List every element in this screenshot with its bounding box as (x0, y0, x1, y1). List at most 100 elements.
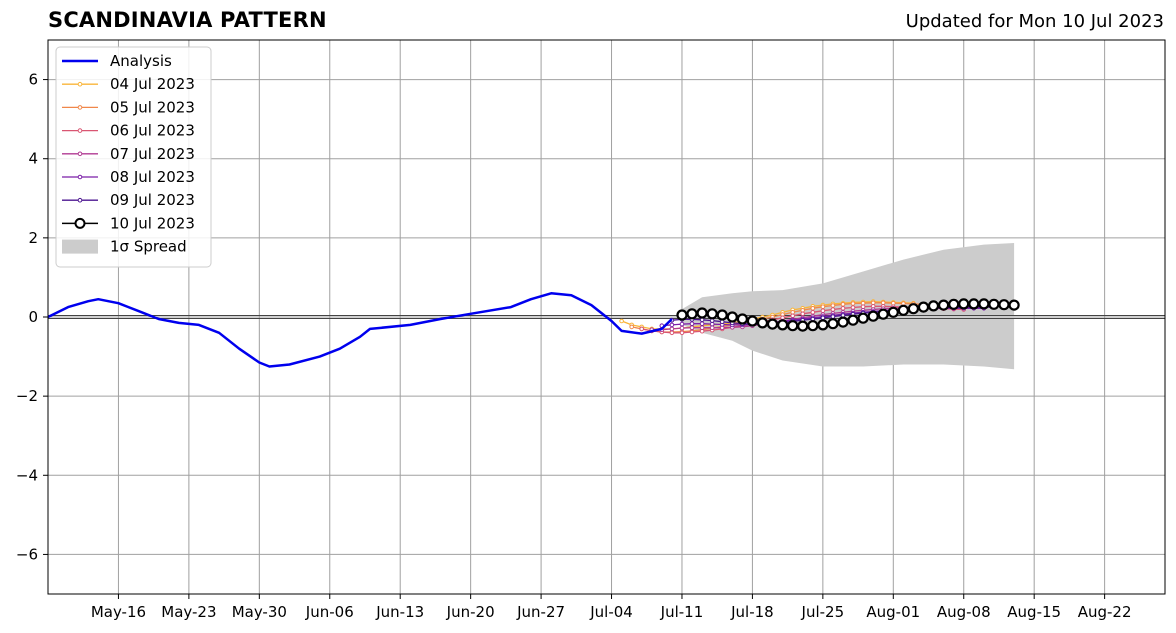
legend-swatch (62, 239, 98, 254)
data-point (820, 304, 826, 310)
chart-subtitle: Updated for Mon 10 Jul 2023 (905, 11, 1164, 32)
data-point (917, 301, 930, 313)
data-point (850, 301, 856, 306)
legend-item: 04 Jul 2023 (62, 75, 195, 93)
legend-label: 06 Jul 2023 (110, 122, 195, 140)
legend-marker (77, 81, 83, 87)
analysis-line (47, 292, 673, 368)
data-point (887, 306, 899, 318)
legend-marker (77, 105, 83, 110)
data-point (830, 303, 836, 308)
data-point (820, 315, 826, 321)
data-point (937, 299, 950, 311)
legend-label: Analysis (110, 52, 172, 70)
data-point (847, 314, 859, 326)
data-point (787, 320, 799, 332)
data-point (810, 306, 816, 311)
data-point (830, 307, 836, 312)
data-point (619, 318, 624, 324)
y-tick-label: −2 (16, 387, 38, 405)
data-point (676, 309, 688, 321)
legend-item: 10 Jul 2023 (62, 214, 195, 232)
legend-marker (77, 128, 83, 133)
legend-item: 06 Jul 2023 (62, 122, 195, 140)
data-point (907, 303, 920, 315)
data-point (699, 321, 705, 327)
legend: Analysis 04 Jul 2023 05 Jul 2023 06 Jul 202… (55, 46, 212, 268)
legend-item: 08 Jul 2023 (62, 168, 195, 186)
x-tick-label: Jun-13 (375, 603, 424, 621)
data-point (790, 313, 796, 319)
x-tick-label: Jun-20 (446, 603, 495, 621)
data-point (716, 309, 728, 321)
data-point (827, 318, 839, 330)
data-point (867, 310, 879, 322)
x-tick-label: Aug-15 (1007, 603, 1061, 621)
legend-marker (74, 217, 86, 229)
data-point (746, 315, 759, 327)
data-point (706, 308, 718, 320)
legend-label: 08 Jul 2023 (110, 168, 195, 186)
y-tick-label: 4 (28, 150, 38, 168)
data-point (988, 298, 1000, 310)
data-point (776, 319, 789, 331)
data-point (736, 313, 749, 325)
x-tick-label: May-16 (91, 603, 146, 621)
data-point (679, 325, 685, 331)
data-point (766, 318, 779, 330)
data-point (679, 321, 685, 327)
data-point (840, 306, 846, 311)
x-tick-label: May-23 (161, 603, 216, 621)
legend-item: Analysis (62, 52, 172, 70)
y-tick-label: 0 (28, 308, 38, 326)
data-point (807, 320, 819, 332)
legend-item: 05 Jul 2023 (62, 98, 195, 116)
data-point (679, 330, 685, 336)
legend-item: 09 Jul 2023 (62, 191, 195, 209)
legend-marker (77, 174, 83, 180)
legend-marker (77, 197, 83, 203)
x-tick-label: Jul-04 (589, 603, 633, 621)
legend-label: 04 Jul 2023 (110, 75, 195, 93)
x-tick-label: Aug-22 (1078, 603, 1132, 621)
data-point (1008, 299, 1020, 311)
data-point (629, 324, 635, 330)
x-tick-label: Jul-11 (660, 603, 704, 621)
data-point (689, 325, 695, 331)
y-tick-label: 2 (28, 229, 38, 247)
data-point (837, 316, 849, 328)
data-point (709, 325, 715, 331)
data-point (897, 304, 910, 316)
legend-box (55, 46, 212, 268)
x-tick-label: Jun-27 (516, 603, 565, 621)
data-point (669, 322, 675, 328)
data-point (756, 317, 769, 329)
data-point (927, 300, 940, 312)
data-point (689, 329, 695, 335)
data-point (948, 298, 960, 310)
data-point (696, 307, 708, 319)
data-point (726, 311, 738, 323)
y-tick-label: −6 (16, 545, 38, 563)
x-tick-label: Aug-08 (937, 603, 991, 621)
data-point (877, 308, 889, 320)
data-point (686, 308, 698, 320)
data-point (817, 319, 829, 331)
data-point (850, 305, 856, 310)
legend-item: 1σ Spread (62, 238, 187, 256)
spread-band (682, 243, 1015, 370)
data-point (978, 298, 990, 310)
legend-item: 07 Jul 2023 (62, 145, 195, 163)
data-point (797, 320, 809, 332)
axes-layer: May-16 May-23 May-30 Jun-06 Jun-13 Jun-20 Jun-… (16, 39, 1166, 621)
data-point (669, 330, 675, 336)
data-point (857, 312, 869, 324)
data-point (810, 310, 816, 315)
x-tick-label: Aug-01 (866, 603, 920, 621)
data-point (830, 314, 836, 319)
legend-marker (77, 151, 83, 157)
x-tick-label: Jun-06 (305, 603, 354, 621)
data-point (958, 298, 970, 310)
y-tick-label: 6 (28, 71, 38, 89)
